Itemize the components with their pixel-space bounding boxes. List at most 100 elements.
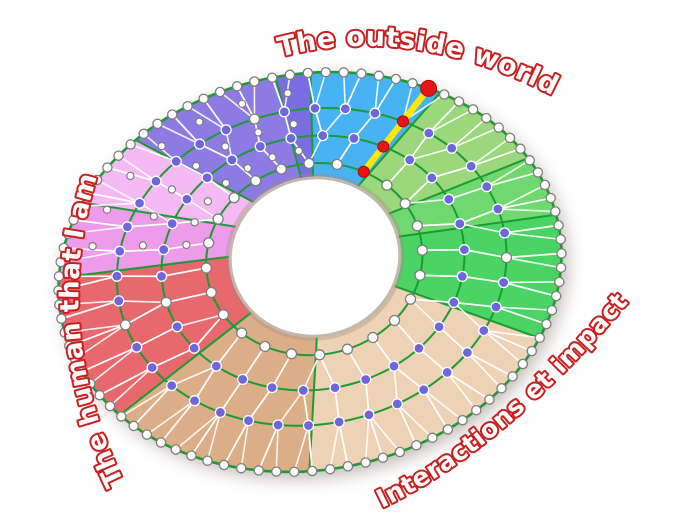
node[interactable] [289,119,298,129]
node[interactable] [218,459,230,471]
node[interactable] [504,132,516,144]
node[interactable] [166,217,178,230]
node[interactable] [496,383,507,394]
node[interactable] [411,220,423,232]
node[interactable] [399,197,411,210]
node[interactable] [303,157,315,170]
node[interactable] [388,360,400,372]
node[interactable] [201,172,213,184]
node[interactable] [75,200,86,212]
node[interactable] [367,331,379,344]
node[interactable] [539,179,551,191]
node[interactable] [461,346,474,359]
node[interactable] [53,271,65,282]
node[interactable] [149,212,159,221]
node[interactable] [467,104,479,115]
node[interactable] [534,332,545,344]
node[interactable] [404,154,416,166]
node[interactable] [182,240,191,250]
node[interactable] [237,373,249,386]
node[interactable] [214,406,227,419]
node[interactable] [481,180,493,193]
node[interactable] [202,237,215,249]
node[interactable] [226,154,238,166]
node[interactable] [228,192,240,204]
node[interactable] [155,270,168,282]
node[interactable] [214,86,226,98]
node[interactable] [341,343,354,355]
node[interactable] [433,321,445,333]
node[interactable] [275,163,287,175]
node[interactable] [138,241,148,250]
node[interactable] [220,124,232,136]
node[interactable] [471,404,482,416]
node[interactable] [493,122,504,133]
node[interactable] [331,158,343,171]
node[interactable] [236,327,248,339]
node[interactable] [507,371,518,382]
node[interactable] [62,228,74,240]
node[interactable] [541,318,552,330]
node[interactable] [381,179,393,191]
node[interactable] [427,432,438,444]
node[interactable] [454,218,466,230]
node[interactable] [546,304,558,316]
node[interactable] [125,139,136,150]
node[interactable] [221,178,231,188]
node[interactable] [194,138,206,150]
node[interactable] [515,143,526,155]
selected-node[interactable] [397,115,409,128]
node[interactable] [166,379,178,392]
node[interactable] [243,163,252,173]
node[interactable] [212,213,224,225]
node[interactable] [313,349,326,361]
node[interactable] [188,395,201,407]
node[interactable] [517,358,529,370]
node[interactable] [271,466,282,477]
node[interactable] [285,132,297,144]
node[interactable] [555,234,566,245]
node[interactable] [64,340,75,352]
node[interactable] [182,100,193,112]
node[interactable] [88,241,97,251]
node[interactable] [128,420,139,432]
node[interactable] [272,419,284,431]
node[interactable] [526,345,538,357]
node[interactable] [404,293,417,305]
node[interactable] [104,400,116,412]
node[interactable] [306,465,318,477]
node[interactable] [94,389,105,401]
node[interactable] [339,103,351,115]
node[interactable] [138,128,149,140]
node[interactable] [377,452,389,463]
node[interactable] [363,409,375,421]
node[interactable] [442,424,454,435]
highlight-path[interactable] [360,85,432,176]
node[interactable] [329,382,341,394]
node[interactable] [53,285,64,296]
node[interactable] [388,314,401,327]
node[interactable] [166,109,178,120]
node[interactable] [186,450,197,461]
node[interactable] [114,245,126,257]
node[interactable] [150,175,162,187]
node[interactable] [210,360,222,372]
node[interactable] [302,67,314,79]
node[interactable] [484,394,495,405]
node[interactable] [413,342,425,354]
node[interactable] [390,73,402,85]
node[interactable] [237,99,247,109]
node[interactable] [121,221,134,233]
node[interactable] [555,262,567,273]
node[interactable] [391,398,403,410]
node[interactable] [492,203,504,215]
node[interactable] [231,81,243,92]
node[interactable] [253,465,264,476]
node[interactable] [550,206,561,217]
node[interactable] [297,384,309,397]
node[interactable] [356,68,367,79]
node[interactable] [157,141,166,151]
node[interactable] [414,269,426,281]
node[interactable] [360,457,371,468]
node[interactable] [259,340,271,353]
